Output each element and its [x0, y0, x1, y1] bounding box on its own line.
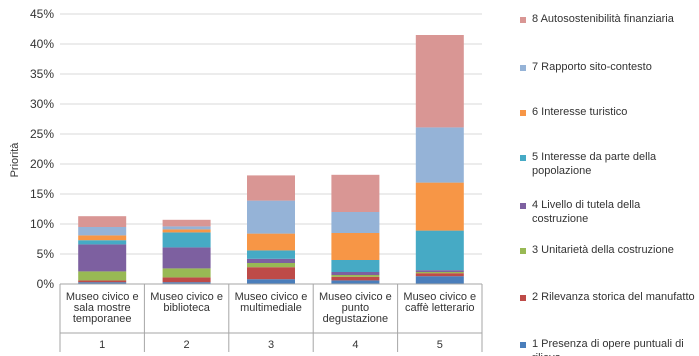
bar-segment: [415, 270, 464, 272]
legend-label: 4 Livello di tutela della costruzione: [532, 199, 641, 225]
legend-swatch: [520, 248, 526, 254]
bar-segment: [415, 182, 464, 231]
bar-segment: [331, 174, 380, 212]
bar-segment: [162, 226, 211, 230]
legend-item: 3 Unitarietà della costruzione: [520, 243, 699, 257]
category-number: 3: [268, 339, 274, 351]
bar-segment: [247, 267, 295, 280]
bar-segment: [415, 272, 464, 274]
category-label: Museo civico e: [235, 291, 308, 303]
bar-segment: [247, 233, 295, 251]
category-number: 1: [99, 339, 105, 351]
y-tick-label: 30%: [30, 97, 54, 111]
y-tick-label: 20%: [30, 157, 54, 171]
bar-segment: [331, 212, 380, 233]
y-tick-label: 25%: [30, 127, 54, 141]
legend-swatch: [520, 295, 526, 301]
category-label: temporanee: [73, 313, 132, 325]
bar-segment: [415, 230, 464, 271]
legend-swatch: [520, 342, 526, 348]
legend-label: 1 Presenza di opere puntuali di rilievo: [532, 338, 684, 356]
bar-segment: [331, 233, 380, 260]
legend-label: 6 Interesse turistico: [532, 106, 628, 118]
bar-segment: [415, 35, 464, 128]
bar-segment: [331, 275, 380, 277]
bar-segment: [162, 229, 211, 233]
bar-segment: [331, 276, 380, 281]
category-label: biblioteca: [163, 302, 210, 314]
y-tick-label: 45%: [30, 7, 54, 21]
bar-segment: [78, 244, 127, 272]
bar-segment: [162, 268, 211, 278]
bar-segment: [331, 260, 380, 272]
legend-label: 3 Unitarietà della costruzione: [532, 244, 674, 256]
bar-segment: [78, 282, 127, 284]
bar-segment: [247, 250, 295, 259]
bar-segment: [415, 127, 464, 183]
bar-segment: [162, 277, 211, 283]
category-number: 5: [437, 339, 443, 351]
bar-segment: [162, 219, 211, 227]
category-label: Museo civico e: [150, 291, 223, 303]
bar-segment: [162, 232, 211, 248]
axes: [59, 283, 483, 352]
y-tick-label: 0%: [37, 277, 55, 291]
bar-segment: [162, 247, 211, 269]
legend-item: 1 Presenza di opere puntuali di rilievo: [520, 337, 699, 356]
legend-label: 7 Rapporto sito-contesto: [532, 61, 652, 73]
category-label: caffè letterario: [405, 302, 475, 314]
category-label: punto: [342, 302, 370, 314]
legend-item: 5 Interesse da parte della popolazione: [520, 150, 699, 178]
gridlines: [60, 13, 482, 255]
legend-swatch: [520, 155, 526, 161]
category-label: multimediale: [240, 302, 302, 314]
y-tick-labels: 0% 5% 10% 15% 20% 25% 30% 35% 40% 45%: [30, 7, 54, 291]
legend-item: 6 Interesse turistico: [520, 105, 699, 119]
bar-segment: [331, 280, 380, 284]
bars: [78, 35, 464, 284]
bar-segment: [78, 280, 127, 283]
legend-item: 8 Autosostenibilità finanziaria: [520, 12, 699, 26]
stacked-bar-chart: 0% 5% 10% 15% 20% 25% 30% 35% 40% 45% Priorità Mu…: [9, 7, 483, 352]
legend-swatch: [520, 203, 526, 209]
legend-label: 8 Autosostenibilità finanziaria: [532, 13, 674, 25]
category-label: degustazione: [323, 313, 388, 325]
legend-item: 2 Rilevanza storica del manufatto: [520, 290, 699, 304]
bar-segment: [247, 279, 295, 284]
legend-item: 4 Livello di tutela della costruzione: [520, 198, 699, 226]
bar-segment: [415, 273, 464, 277]
y-tick-label: 35%: [30, 67, 54, 81]
y-tick-label: 15%: [30, 187, 54, 201]
category-label: Museo civico e: [66, 291, 139, 303]
y-tick-label: 40%: [30, 37, 54, 51]
bar-segment: [415, 276, 464, 284]
bar-segment: [78, 235, 127, 241]
bar-segment: [331, 272, 380, 275]
bar-segment: [78, 216, 127, 227]
bar-segment: [247, 175, 295, 201]
y-tick-label: 10%: [30, 217, 54, 231]
category-label: sala mostre: [74, 302, 131, 314]
category-label: Museo civico e: [403, 291, 476, 303]
y-tick-label: 5%: [37, 247, 55, 261]
bar-segment: [162, 282, 211, 284]
bar-segment: [247, 200, 295, 234]
bar-segment: [78, 227, 127, 236]
legend-item: 7 Rapporto sito-contesto: [520, 60, 699, 74]
legend-swatch: [520, 17, 526, 23]
bar-segment: [78, 240, 127, 245]
legend-swatch: [520, 110, 526, 116]
legend-label: 2 Rilevanza storica del manufatto: [532, 291, 695, 303]
bar-segment: [247, 263, 295, 268]
legend-swatch: [520, 65, 526, 71]
y-axis-label: Priorità: [9, 142, 21, 178]
legend-label: 5 Interesse da parte della popolazione: [532, 151, 657, 177]
legend: 8 Autosostenibilità finanziaria 7 Rapport…: [520, 0, 699, 356]
bar-segment: [78, 271, 127, 281]
category-label: Museo civico e: [319, 291, 392, 303]
bar-segment: [247, 258, 295, 263]
category-number: 4: [352, 339, 358, 351]
category-number: 2: [184, 339, 190, 351]
